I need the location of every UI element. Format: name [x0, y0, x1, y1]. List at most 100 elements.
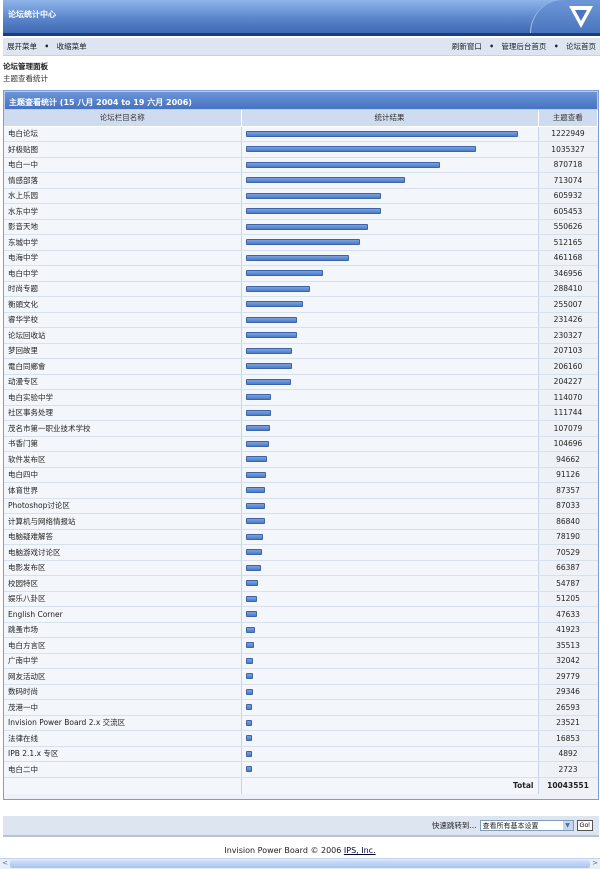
view-count: 512165	[538, 234, 598, 251]
table-row: 论坛回收站 230327	[4, 327, 598, 344]
forum-name: 电脑游戏讨论区	[4, 544, 242, 561]
table-row: 数码时尚 29346	[4, 684, 598, 700]
quick-jump-select[interactable]: 查看所有基本设置 ▼	[479, 820, 574, 831]
forum-name: 东城中学	[4, 234, 242, 251]
scroll-left-icon[interactable]: <	[2, 859, 8, 867]
table-row: 茂港一中 26593	[4, 699, 598, 716]
forum-name: 茂港一中	[4, 699, 242, 716]
bar	[245, 719, 252, 726]
col-header-name: 论坛栏目名称	[4, 110, 242, 127]
view-count: 461168	[538, 250, 598, 266]
view-count: 870718	[538, 157, 598, 173]
bar	[245, 533, 263, 540]
bar	[245, 487, 265, 494]
view-count: 35513	[538, 637, 598, 654]
col-header-views: 主题查看	[538, 110, 598, 127]
view-count: 605453	[538, 203, 598, 220]
forum-name: English Corner	[4, 606, 242, 623]
total-label: Total	[241, 777, 539, 794]
table-row: 水上乐园 605932	[4, 188, 598, 204]
forum-name: 影音天地	[4, 219, 242, 235]
forum-home-link[interactable]: 论坛首页	[566, 42, 596, 51]
footer-text: Invision Power Board © 2006	[224, 846, 344, 855]
page-subtitle: 主题查看统计	[3, 74, 48, 83]
table-row: English Corner 47633	[4, 606, 598, 623]
view-count: 54787	[538, 575, 598, 592]
nav-bar: 展开菜单 • 收缩菜单 刷新窗口 • 管理后台首页 • 论坛首页	[3, 38, 600, 56]
bar	[245, 595, 257, 602]
scroll-right-icon[interactable]: >	[592, 859, 598, 867]
table-row: 电白四中 91126	[4, 467, 598, 483]
forum-name: 数码时尚	[4, 684, 242, 700]
bar	[245, 347, 292, 354]
horizontal-scrollbar[interactable]: < >	[0, 858, 600, 869]
bar	[245, 254, 349, 261]
forum-name: 电白论坛	[4, 126, 242, 142]
forum-name: IPB 2.1.x 专区	[4, 746, 242, 762]
bar	[245, 735, 252, 742]
table-row: 书香门第 104696	[4, 436, 598, 452]
table-row: 电白一中 870718	[4, 157, 598, 173]
total-row: Total 10043551	[4, 777, 598, 794]
stats-table: 论坛栏目名称 统计结果 主题查看 电白论坛 1222949 好极贴图 1035327 电…	[4, 110, 598, 794]
forum-name: 电白中学	[4, 265, 242, 282]
forum-name: 娱乐八卦区	[4, 591, 242, 607]
scrollbar-thumb[interactable]	[10, 860, 590, 868]
table-row: 衡頭文化 255007	[4, 296, 598, 313]
table-row: 电脑游戏讨论区 70529	[4, 544, 598, 561]
view-count: 78190	[538, 529, 598, 545]
view-count: 255007	[538, 296, 598, 313]
forum-name: Invision Power Board 2.x 交流区	[4, 715, 242, 731]
view-count: 206160	[538, 358, 598, 375]
forum-name: 电白方言区	[4, 637, 242, 654]
forum-name: 水东中学	[4, 203, 242, 220]
view-count: 87357	[538, 482, 598, 499]
bar	[245, 285, 310, 292]
bar	[245, 456, 267, 463]
view-count: 41923	[538, 622, 598, 638]
stats-panel: 主题查看统计 (15 八月 2004 to 19 六月 2006) 论坛栏目名称…	[3, 90, 599, 800]
refresh-window-link[interactable]: 刷新窗口	[451, 42, 482, 51]
separator: •	[44, 42, 50, 51]
bar	[245, 394, 271, 401]
expand-menu-link[interactable]: 展开菜单	[7, 42, 37, 51]
bar	[245, 130, 518, 137]
ips-link[interactable]: IPS, Inc.	[343, 846, 376, 855]
quick-jump-label: 快速跳转到...	[431, 821, 477, 830]
forum-name: 好极贴图	[4, 141, 242, 158]
bar	[245, 750, 252, 757]
bar	[245, 549, 262, 556]
view-count: 346956	[538, 265, 598, 282]
table-row: 电海中学 461168	[4, 250, 598, 266]
table-row: 电影发布区 66387	[4, 560, 598, 576]
view-count: 204227	[538, 374, 598, 390]
bar	[245, 611, 257, 618]
table-row: 好极贴图 1035327	[4, 141, 598, 158]
bar	[245, 177, 405, 184]
forum-name: 论坛回收站	[4, 327, 242, 344]
bar	[245, 332, 297, 339]
table-row: Photoshop讨论区 87033	[4, 498, 598, 514]
bar	[245, 146, 476, 153]
forum-name: 网友活动区	[4, 668, 242, 685]
forum-name: 软件发布区	[4, 451, 242, 468]
bar	[245, 471, 266, 478]
bar	[245, 192, 381, 199]
go-button[interactable]: Go!	[576, 820, 593, 831]
view-count: 23521	[538, 715, 598, 731]
view-count: 29779	[538, 668, 598, 685]
page-title: 论坛管理面板	[3, 62, 48, 71]
view-count: 47633	[538, 606, 598, 623]
table-row: 体育世界 87357	[4, 482, 598, 499]
view-count: 111744	[538, 405, 598, 421]
admin-home-link[interactable]: 管理后台首页	[501, 42, 547, 51]
collapse-menu-link[interactable]: 收缩菜单	[56, 42, 87, 51]
table-row: 广南中学 32042	[4, 653, 598, 669]
forum-name: 电白二中	[4, 761, 242, 778]
view-count: 104696	[538, 436, 598, 452]
table-row: 电白中学 346956	[4, 265, 598, 282]
view-count: 32042	[538, 653, 598, 669]
forum-name: 梦回故里	[4, 343, 242, 359]
bar	[245, 223, 368, 230]
header-bar: 论坛统计中心	[3, 0, 600, 36]
